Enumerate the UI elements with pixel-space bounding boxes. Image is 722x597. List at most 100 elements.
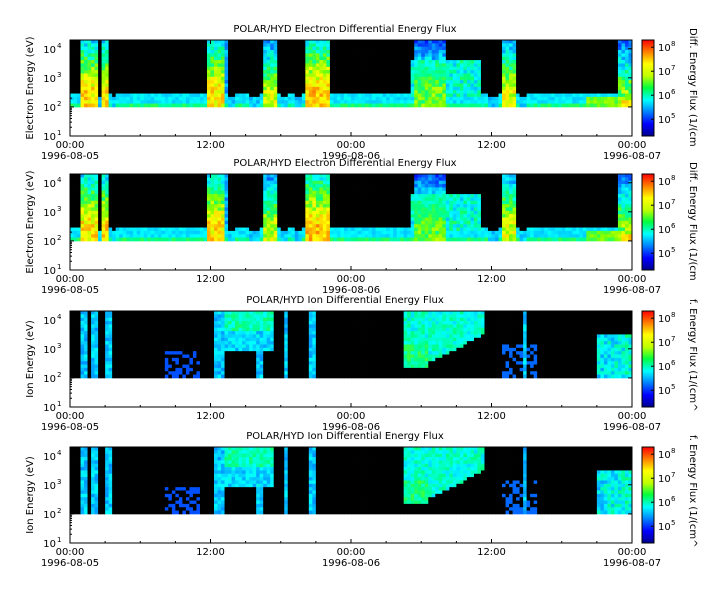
spectrogram-cell xyxy=(509,97,513,101)
spectrogram-cell xyxy=(161,60,165,64)
spectrogram-cell xyxy=(256,207,260,211)
spectrogram-cell xyxy=(404,97,408,101)
spectrogram-cell xyxy=(182,50,186,54)
spectrogram-cell xyxy=(74,100,78,104)
spectrogram-cell xyxy=(77,57,81,61)
spectrogram-cell xyxy=(418,67,422,71)
spectrogram-cell xyxy=(221,70,225,74)
spectrogram-cell xyxy=(102,70,106,74)
spectrogram-cell xyxy=(319,194,323,198)
spectrogram-cell xyxy=(119,191,123,195)
spectrogram-cell xyxy=(298,73,302,77)
spectrogram-cell xyxy=(467,57,471,61)
spectrogram-cell xyxy=(126,94,130,98)
spectrogram-cell xyxy=(98,43,102,47)
spectrogram-cell xyxy=(597,104,601,108)
spectrogram-cell xyxy=(235,100,239,104)
spectrogram-cell xyxy=(270,234,274,238)
spectrogram-cell xyxy=(193,97,197,101)
spectrogram-cell xyxy=(211,67,215,71)
spectrogram-cell xyxy=(179,187,183,191)
spectrogram-cell xyxy=(158,201,162,205)
spectrogram-cell xyxy=(225,60,229,64)
spectrogram-cell xyxy=(168,67,172,71)
spectrogram-cell xyxy=(158,87,162,91)
spectrogram-cell xyxy=(267,57,271,61)
spectrogram-cell xyxy=(74,211,78,215)
spectrogram-cell xyxy=(253,97,257,101)
spectrogram-cell xyxy=(249,231,253,235)
spectrogram-cell xyxy=(351,204,355,208)
spectrogram-cell xyxy=(218,50,222,54)
spectrogram-cell xyxy=(214,197,218,201)
spectrogram-cell xyxy=(70,70,74,74)
spectrogram-cell xyxy=(211,94,215,98)
spectrogram-cell xyxy=(593,97,597,101)
spectrogram-cell xyxy=(105,177,109,181)
spectrogram-cell xyxy=(70,43,74,47)
spectrogram-cell xyxy=(523,73,527,77)
spectrogram-cell xyxy=(513,87,517,91)
spectrogram-cell xyxy=(74,191,78,195)
spectrogram-cell xyxy=(358,184,362,188)
spectrogram-cell xyxy=(274,60,278,64)
spectrogram-cell xyxy=(477,80,481,84)
spectrogram-cell xyxy=(463,97,467,101)
spectrogram-cell xyxy=(386,87,390,91)
spectrogram-cell xyxy=(88,214,92,218)
spectrogram-cell xyxy=(425,77,429,81)
spectrogram-cell xyxy=(168,94,172,98)
spectrogram-cell xyxy=(239,70,243,74)
spectrogram-cell xyxy=(158,100,162,104)
spectrogram-cell xyxy=(95,80,99,84)
spectrogram-cell xyxy=(309,238,313,242)
spectrogram-cell xyxy=(235,67,239,71)
spectrogram-cell xyxy=(123,211,127,215)
spectrogram-cell xyxy=(277,100,281,104)
spectrogram-cell xyxy=(513,50,517,54)
spectrogram-cell xyxy=(158,177,162,181)
spectrogram-cell xyxy=(407,97,411,101)
spectrogram-cell xyxy=(312,63,316,67)
spectrogram-cell xyxy=(284,211,288,215)
spectrogram-cell xyxy=(193,177,197,181)
spectrogram-cell xyxy=(323,104,327,108)
spectrogram-cell xyxy=(119,221,123,225)
spectrogram-cell xyxy=(242,97,246,101)
spectrogram-cell xyxy=(102,47,106,51)
spectrogram-cell xyxy=(172,40,176,44)
spectrogram-cell xyxy=(267,94,271,98)
spectrogram-cell xyxy=(502,63,506,67)
spectrogram-cell xyxy=(88,47,92,51)
spectrogram-cell xyxy=(390,73,394,77)
spectrogram-cell xyxy=(428,104,432,108)
spectrogram-cell xyxy=(207,84,211,88)
spectrogram-cell xyxy=(165,197,169,201)
spectrogram-cell xyxy=(242,50,246,54)
spectrogram-cell xyxy=(168,63,172,67)
spectrogram-cell xyxy=(358,191,362,195)
spectrogram-cell xyxy=(474,60,478,64)
spectrogram-cell xyxy=(446,70,450,74)
spectrogram-cell xyxy=(253,204,257,208)
spectrogram-cell xyxy=(109,221,113,225)
spectrogram-cell xyxy=(347,94,351,98)
spectrogram-cell xyxy=(214,224,218,228)
spectrogram-cell xyxy=(284,70,288,74)
spectrogram-cell xyxy=(70,204,74,208)
spectrogram-cell xyxy=(228,231,232,235)
spectrogram-cell xyxy=(203,100,207,104)
spectrogram-cell xyxy=(165,73,169,77)
spectrogram-cell xyxy=(168,80,172,84)
spectrogram-cell xyxy=(298,80,302,84)
spectrogram-cell xyxy=(277,238,281,242)
spectrogram-cell xyxy=(484,90,488,94)
spectrogram-cell xyxy=(284,97,288,101)
spectrogram-cell xyxy=(312,80,316,84)
spectrogram-cell xyxy=(74,214,78,218)
spectrogram-cell xyxy=(569,100,573,104)
spectrogram-cell xyxy=(196,187,200,191)
spectrogram-cell xyxy=(369,187,373,191)
spectrogram-cell xyxy=(239,228,243,232)
spectrogram-cell xyxy=(256,40,260,44)
